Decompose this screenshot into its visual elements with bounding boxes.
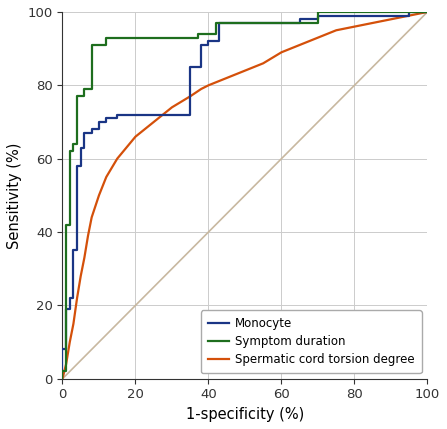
X-axis label: 1-specificity (%): 1-specificity (%) [186, 407, 304, 422]
Legend: Monocyte, Symptom duration, Spermatic cord torsion degree: Monocyte, Symptom duration, Spermatic co… [201, 310, 422, 373]
Y-axis label: Sensitivity (%): Sensitivity (%) [7, 142, 22, 248]
